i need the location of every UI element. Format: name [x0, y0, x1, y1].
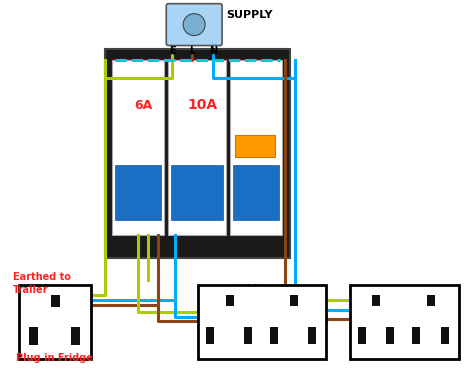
Bar [441, 327, 449, 344]
Bar [168, 61, 226, 235]
Bar [386, 327, 394, 344]
Bar [29, 327, 38, 345]
Text: Plug in Fridge: Plug in Fridge [16, 354, 93, 363]
Bar [206, 327, 214, 344]
Bar [235, 135, 275, 157]
Bar [112, 61, 164, 235]
Text: 10A: 10A [187, 98, 217, 112]
Bar [233, 165, 279, 220]
FancyBboxPatch shape [166, 4, 222, 45]
Bar [226, 294, 234, 306]
Bar [171, 165, 223, 220]
Bar [244, 327, 252, 344]
Bar [427, 294, 435, 306]
Bar [290, 294, 298, 306]
Bar [106, 48, 290, 258]
Bar [51, 294, 60, 307]
Bar [349, 284, 459, 359]
Bar [19, 284, 91, 359]
Text: SUPPLY: SUPPLY [226, 10, 273, 20]
Text: N: N [209, 45, 217, 55]
Bar [373, 294, 381, 306]
Bar [230, 61, 282, 235]
Circle shape [183, 14, 205, 35]
Bar [71, 327, 80, 345]
Bar [198, 284, 326, 359]
Bar [116, 165, 161, 220]
Text: E: E [169, 45, 175, 55]
Bar [357, 327, 365, 344]
Bar [270, 327, 278, 344]
Text: 6A: 6A [134, 99, 153, 112]
Bar [412, 327, 420, 344]
Text: L: L [189, 45, 195, 55]
Text: Earthed to
Trailer: Earthed to Trailer [13, 272, 71, 295]
Bar [308, 327, 316, 344]
